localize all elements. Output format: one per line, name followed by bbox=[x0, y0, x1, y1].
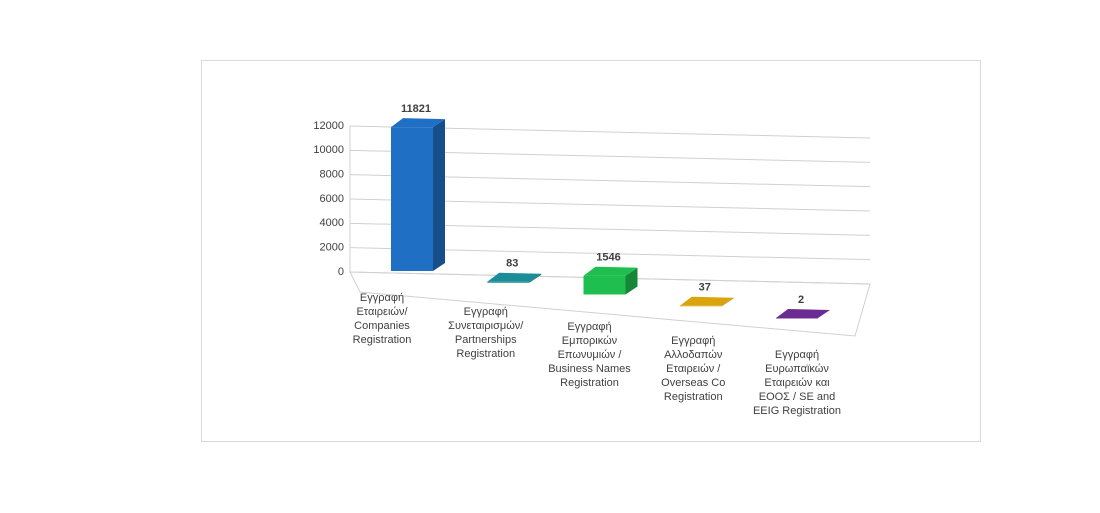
bar-side bbox=[433, 119, 445, 272]
bar-side bbox=[818, 309, 830, 318]
bar bbox=[583, 275, 626, 295]
bar bbox=[487, 281, 530, 283]
bar-top bbox=[391, 118, 445, 128]
y-tick-label: 12000 bbox=[313, 120, 344, 132]
y-tick-label: 4000 bbox=[320, 217, 344, 229]
y-tick-label: 8000 bbox=[320, 169, 344, 181]
bar-top bbox=[776, 308, 830, 318]
bar bbox=[776, 317, 818, 319]
x-tick-label: Εγγραφή Συνεταιρισμών/ Partnerships Regi… bbox=[448, 306, 524, 361]
bar-top bbox=[679, 296, 734, 306]
x-tick-label: Εγγραφή Αλλοδαπών Εταιρειών / Overseas C… bbox=[661, 334, 726, 403]
y-tick-label: 0 bbox=[338, 266, 344, 278]
bar-top bbox=[583, 266, 638, 276]
y-tick-label: 6000 bbox=[320, 193, 344, 205]
x-tick-label: Εγγραφή Εταιρειών/ Companies Registratio… bbox=[352, 292, 412, 346]
value-label: 83 bbox=[506, 258, 518, 270]
value-label: 11821 bbox=[401, 103, 431, 115]
x-tick-label: Εγγραφή Εμπορικών Επωνυμιών / Business N… bbox=[548, 320, 631, 389]
bar bbox=[391, 127, 433, 272]
bar bbox=[679, 305, 722, 307]
y-tick-label: 10000 bbox=[313, 144, 344, 156]
bar-side bbox=[529, 273, 542, 283]
x-tick-label: Εγγραφή Ευρωπαϊκών Εταιρειών και ΕΟΟΣ / … bbox=[752, 349, 842, 417]
bar-side bbox=[721, 297, 734, 307]
value-label: 37 bbox=[699, 282, 711, 294]
bar-side bbox=[625, 267, 638, 295]
y-tick-label: 2000 bbox=[320, 242, 344, 254]
bar-top bbox=[487, 272, 542, 282]
value-label: 1546 bbox=[596, 252, 620, 264]
chart-frame bbox=[201, 60, 981, 442]
value-label: 2 bbox=[798, 294, 804, 306]
